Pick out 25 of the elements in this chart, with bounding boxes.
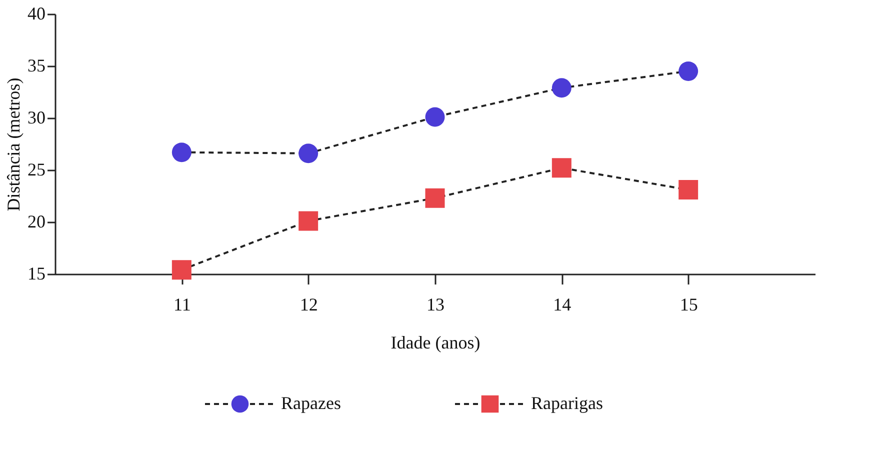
point bbox=[172, 260, 192, 280]
point bbox=[425, 107, 445, 127]
x-tick-label: 15 bbox=[680, 294, 698, 314]
point bbox=[298, 144, 318, 164]
legend-label: Raparigas bbox=[531, 393, 603, 413]
y-tick-label: 20 bbox=[28, 212, 46, 232]
x-axis-title: Idade (anos) bbox=[390, 332, 480, 352]
point bbox=[425, 188, 445, 208]
point bbox=[298, 211, 318, 231]
y-tick-label: 25 bbox=[28, 160, 46, 180]
x-tick-label: 11 bbox=[173, 294, 191, 314]
point bbox=[678, 180, 698, 200]
point bbox=[552, 78, 572, 98]
x-tick-label: 14 bbox=[553, 294, 572, 314]
y-tick-label: 30 bbox=[28, 108, 46, 128]
point bbox=[172, 142, 192, 162]
point bbox=[678, 61, 698, 81]
y-tick-label: 15 bbox=[28, 264, 46, 284]
y-tick-label: 40 bbox=[28, 4, 46, 24]
x-tick-label: 13 bbox=[426, 294, 444, 314]
point bbox=[552, 158, 572, 178]
x-tick-label: 12 bbox=[300, 294, 318, 314]
legend-label: Rapazes bbox=[281, 393, 341, 413]
y-tick-label: 35 bbox=[28, 56, 46, 76]
y-axis-title: Distância (metros) bbox=[4, 78, 24, 212]
